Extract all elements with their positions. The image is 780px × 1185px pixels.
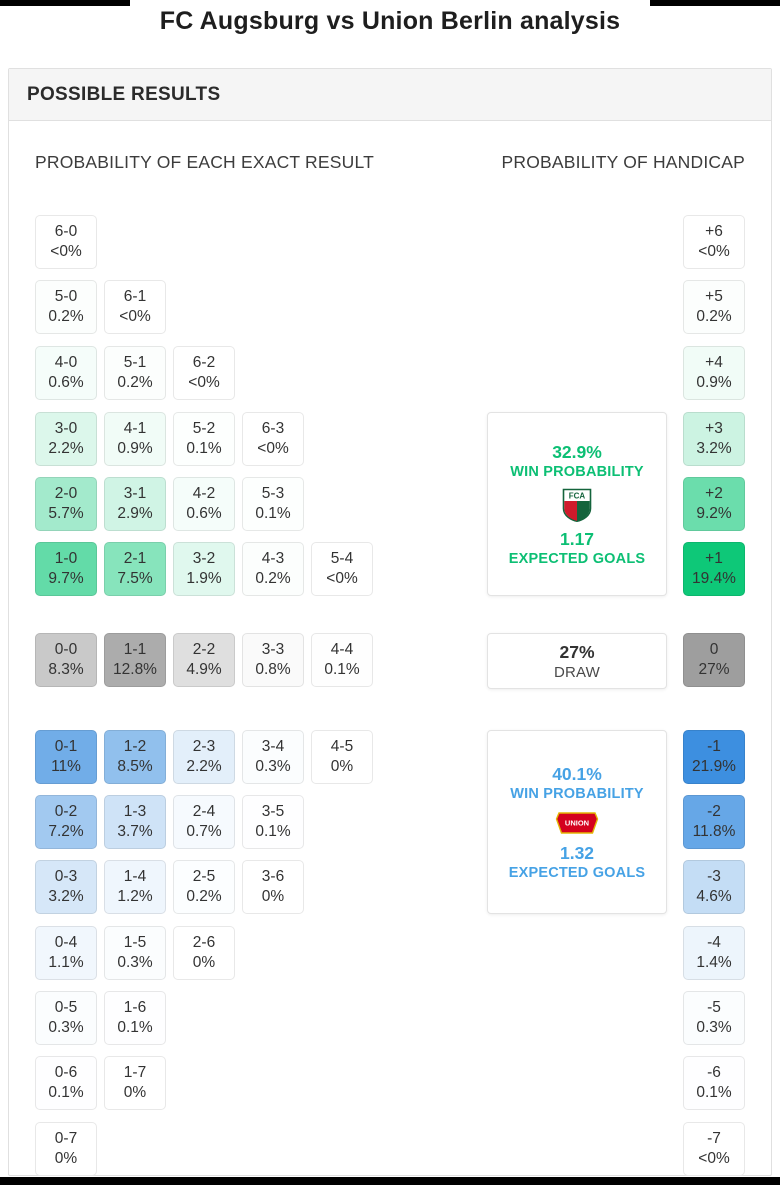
exact-result-heading: PROBABILITY OF EACH EXACT RESULT [35, 152, 374, 172]
possible-results-panel: POSSIBLE RESULTS [8, 68, 772, 1176]
draw-label: DRAW [553, 663, 601, 681]
away-expected-goals-value: 1.32 [559, 842, 595, 863]
draw-probability-value: 27% [559, 641, 595, 662]
home-expected-goals-value: 1.17 [559, 528, 595, 549]
union-crest-text: UNION [565, 818, 589, 827]
home-win-probability-value: 32.9% [552, 441, 602, 462]
home-team-summary-card: 32.9% WIN PROBABILITY FCA 1.17 EXPECTED … [487, 412, 667, 596]
fca-crest-text: FCA [569, 491, 586, 500]
home-expected-goals-label: EXPECTED GOALS [508, 550, 646, 567]
away-team-summary-card: 40.1% WIN PROBABILITY UNION 1.32 EXPECTE… [487, 730, 667, 914]
away-win-probability-value: 40.1% [552, 763, 602, 784]
away-win-probability-label: WIN PROBABILITY [510, 785, 644, 802]
away-expected-goals-label: EXPECTED GOALS [508, 864, 646, 881]
union-berlin-crest-icon: UNION [555, 810, 599, 836]
bottom-edge-bar [0, 1177, 780, 1185]
page-title: FC Augsburg vs Union Berlin analysis [159, 7, 621, 35]
top-edge-bar-right [650, 0, 780, 6]
panel-header: POSSIBLE RESULTS [9, 69, 771, 121]
draw-summary-card: 27% DRAW [487, 633, 667, 689]
top-edge-bar-left [0, 0, 130, 6]
fc-augsburg-crest-icon: FCA [562, 488, 592, 522]
home-win-probability-label: WIN PROBABILITY [510, 463, 644, 480]
handicap-heading: PROBABILITY OF HANDICAP [501, 152, 745, 172]
